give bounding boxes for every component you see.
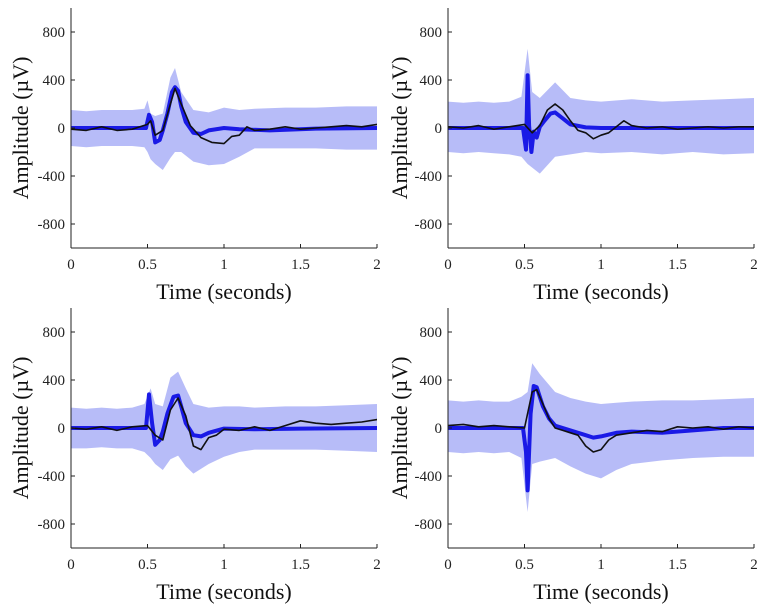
x-tick-label: 1.5 [668,257,687,273]
x-tick-label: 1.5 [291,557,310,573]
y-axis-title: Amplitude (µV) [8,57,33,200]
y-tick-label: -400 [415,169,443,185]
series-recorded-average-line [71,87,377,145]
x-tick-label: 0.5 [515,557,534,573]
series-confidence-band-area [448,48,754,174]
plot-panel-bottom-left: 800 400 0 -400 -800 0 0.5 1 1.5 2 Time (seconds) Am… [8,308,381,604]
y-axis-title: Amplitude (µV) [8,357,33,500]
y-tick-label: 400 [43,73,66,89]
x-axis-title: Time (seconds) [156,579,291,604]
x-tick-label: 0 [67,257,75,273]
y-tick-label: -800 [415,217,443,233]
series-confidence-band-area [71,371,377,474]
series-recorded-average-line [448,388,754,453]
y-tick-label: -800 [38,517,66,533]
x-tick-label: 0 [67,557,75,573]
y-tick-label: -400 [38,469,66,485]
x-tick-label: 0 [444,557,452,573]
series-model-fit-line [448,384,754,493]
series-recorded-average-line [448,103,754,140]
y-tick-label: -800 [38,217,66,233]
y-axis-title: Amplitude (µV) [387,357,412,500]
x-tick-label: 2 [373,557,381,573]
x-axis-title: Time (seconds) [533,579,668,604]
x-tick-label: 1 [597,557,605,573]
series-model-fit-line [448,73,754,154]
y-tick-label: -400 [415,469,443,485]
series-model-fit-line [71,392,377,447]
x-tick-label: 0.5 [515,257,534,273]
x-tick-label: 0.5 [138,257,157,273]
x-tick-label: 2 [373,257,381,273]
series-recorded-average-line [71,397,377,451]
x-axis-title: Time (seconds) [533,279,668,304]
y-tick-label: 800 [43,25,66,41]
x-tick-label: 0 [444,257,452,273]
y-tick-label: 0 [435,421,443,437]
x-tick-label: 1 [220,257,228,273]
y-tick-label: 400 [43,373,66,389]
y-tick-label: 800 [43,325,66,341]
x-axis-title: Time (seconds) [156,279,291,304]
series-confidence-band-area [71,68,377,170]
y-tick-label: -800 [415,517,443,533]
plot-panel-bottom-right: 800 400 0 -400 -800 0 0.5 1 1.5 2 Time (seconds) Am… [387,308,758,604]
series-model-fit-line [71,85,377,145]
y-axis-title: Amplitude (µV) [387,57,412,200]
y-tick-label: 800 [420,25,443,41]
x-tick-label: 1.5 [291,257,310,273]
y-tick-label: 0 [435,121,443,137]
x-tick-label: 2 [750,257,758,273]
x-tick-label: 1.5 [668,557,687,573]
x-tick-label: 1 [220,557,228,573]
y-tick-label: 400 [420,373,443,389]
y-tick-label: 800 [420,325,443,341]
y-tick-label: 0 [58,421,66,437]
y-tick-label: 400 [420,73,443,89]
x-tick-label: 2 [750,557,758,573]
y-tick-label: 0 [58,121,66,137]
x-tick-label: 1 [597,257,605,273]
plot-panel-top-right: 800 400 0 -400 -800 0 0.5 1 1.5 2 Time (seconds) Am… [387,8,758,304]
x-tick-label: 0.5 [138,557,157,573]
y-tick-label: -400 [38,169,66,185]
plot-panel-top-left: 800 400 0 -400 -800 0 0.5 1 1.5 2 Time (seconds) Am… [8,8,381,304]
